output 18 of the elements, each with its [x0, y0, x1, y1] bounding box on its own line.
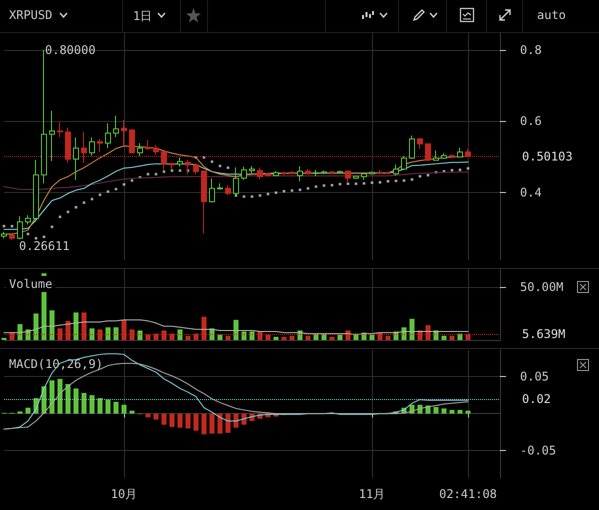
y-tick-label: 0.05: [520, 370, 549, 384]
y-tick-label: 0.4: [520, 185, 542, 200]
ref-line-label: 0.50103: [522, 149, 573, 164]
x-tick-label: 11月: [358, 487, 386, 501]
text: auto: [537, 8, 566, 22]
y-tick-label: 0.6: [520, 114, 542, 128]
text: 1日: [133, 8, 152, 25]
annotation: 0.26611: [19, 239, 70, 254]
ref-line-label: 5.639M: [522, 327, 566, 342]
y-tick-label: 50.00M: [520, 280, 564, 294]
x-tick-label: 10月: [110, 487, 138, 501]
y-tick-label: 0.8: [520, 42, 542, 57]
y-tick-label: -0.05: [520, 444, 556, 458]
x-tick-label: 02:41:08: [439, 487, 497, 501]
annotation: 0.80000: [45, 43, 96, 57]
text: XRPUSD: [9, 8, 52, 22]
annotation: Volume: [9, 277, 52, 291]
ref-line-label: 0.02: [522, 392, 551, 406]
